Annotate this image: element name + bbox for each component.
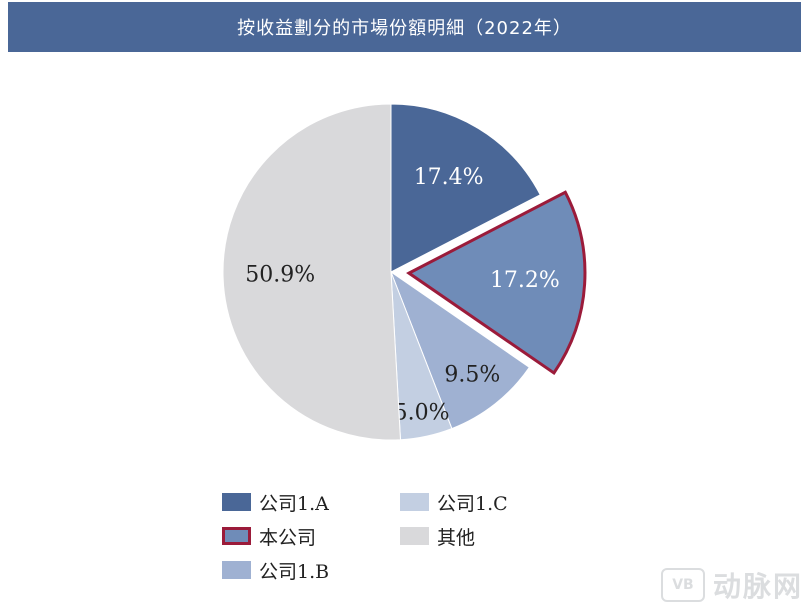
- pie-data-label-4: 50.9%: [245, 263, 315, 288]
- chart-legend: 公司1.A 公司1.C 本公司 其他公司1.B: [222, 490, 562, 590]
- chart-title: 按收益劃分的市場份額明細（2022年）: [237, 18, 572, 39]
- pie-slice-4: [222, 103, 402, 441]
- pie-slice-1: [406, 190, 587, 376]
- legend-item-0: 公司1.A: [222, 490, 329, 515]
- pie-data-label-2: 9.5%: [444, 362, 500, 387]
- legend-label: 公司1.B: [259, 560, 330, 583]
- chart-title-bar: 按收益劃分的市場份額明細（2022年）: [8, 2, 801, 52]
- watermark-text: 动脉网: [712, 570, 803, 603]
- legend-item-3: 其他: [400, 524, 476, 549]
- pie-slice-2: [389, 270, 531, 430]
- legend-label: 公司1.A: [259, 492, 329, 515]
- pie-data-label-3: 5.0%: [394, 401, 450, 426]
- legend-swatch: [222, 493, 251, 511]
- watermark: VB 动脉网: [660, 565, 803, 605]
- legend-label: 公司1.C: [437, 492, 508, 515]
- legend-item-1: 公司1.C: [400, 490, 508, 515]
- legend-swatch: [400, 527, 429, 545]
- legend-swatch: [222, 527, 251, 545]
- legend-label: 本公司: [259, 526, 317, 549]
- watermark-logo-icon: VB: [660, 568, 705, 602]
- legend-item-2: 本公司: [222, 524, 317, 549]
- pie-data-label-1: 17.2%: [490, 268, 560, 293]
- legend-swatch: [400, 493, 429, 511]
- legend-label: 其他: [437, 526, 476, 549]
- pie-data-label-0: 17.4%: [414, 165, 484, 190]
- legend-swatch: [222, 561, 251, 579]
- pie-slice-0: [390, 103, 541, 273]
- legend-item-4: 公司1.B: [222, 558, 330, 583]
